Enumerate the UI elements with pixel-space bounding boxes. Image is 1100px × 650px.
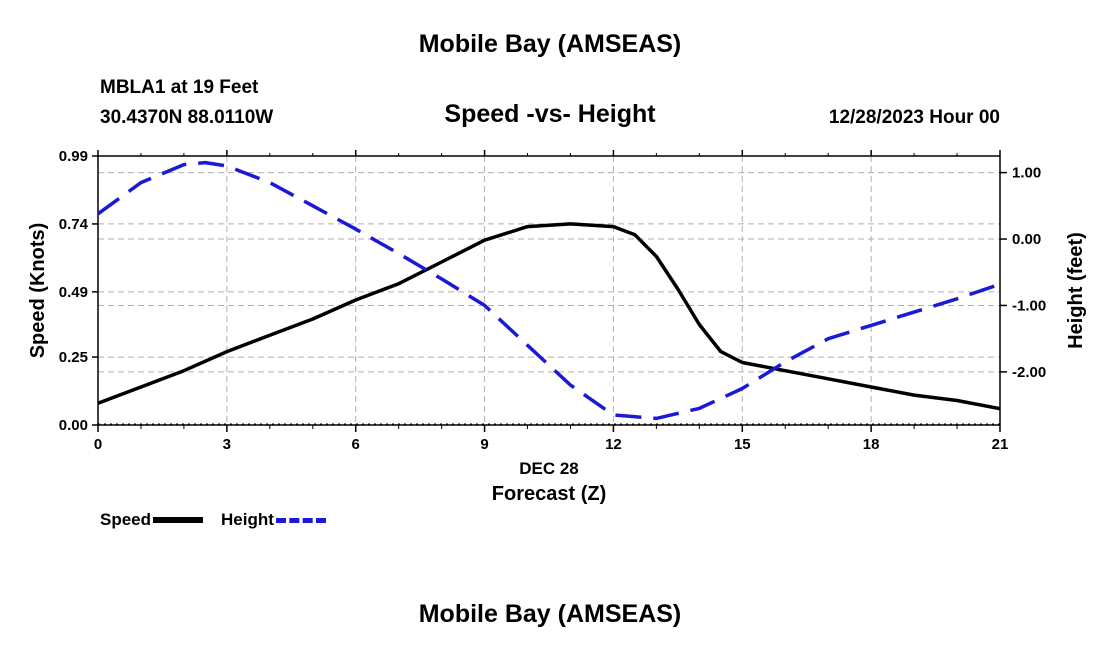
y2-axis-label: Height (feet) bbox=[1065, 232, 1087, 349]
legend-speed-label: Speed bbox=[100, 510, 152, 529]
y2-tick-label: -1.00 bbox=[1012, 297, 1046, 314]
legend-height-label: Height bbox=[221, 510, 274, 529]
x-tick-label: 18 bbox=[863, 436, 880, 453]
x-axis-sublabel: DEC 28 bbox=[519, 459, 579, 478]
y2-tick-label: 0.00 bbox=[1012, 231, 1041, 248]
page-title: Mobile Bay (AMSEAS) bbox=[418, 30, 682, 58]
station-label: MBLA1 at 19 Feet bbox=[100, 77, 259, 98]
x-tick-label: 21 bbox=[992, 436, 1009, 453]
chart-subtitle: Speed -vs- Height bbox=[444, 100, 656, 128]
x-axis-label: Forecast (Z) bbox=[492, 483, 606, 505]
y-tick-label: 0.49 bbox=[59, 284, 88, 301]
legend-speed-swatch bbox=[153, 517, 204, 523]
x-tick-label: 0 bbox=[94, 436, 102, 453]
forecast-datetime: 12/28/2023 Hour 00 bbox=[828, 107, 1000, 128]
y-tick-label: 0.25 bbox=[59, 349, 88, 366]
y-tick-label: 0.99 bbox=[59, 148, 88, 165]
legend: Speed Height bbox=[100, 510, 326, 530]
x-tick-label: 12 bbox=[605, 436, 622, 453]
y2-tick-label: -2.00 bbox=[1012, 364, 1046, 381]
plot-frame bbox=[97, 155, 1001, 426]
x-tick-label: 6 bbox=[352, 436, 360, 453]
x-tick-label: 3 bbox=[223, 436, 231, 453]
y-tick-label: 0.74 bbox=[59, 216, 89, 233]
y-axis-label: Speed (Knots) bbox=[27, 223, 49, 359]
height-series-line bbox=[96, 160, 1001, 421]
x-tick-label: 15 bbox=[734, 436, 751, 453]
page-title-bottom: Mobile Bay (AMSEAS) bbox=[418, 600, 682, 628]
coordinates-label: 30.4370N 88.0110W bbox=[100, 107, 274, 128]
speed-series-line bbox=[97, 222, 1001, 411]
x-tick-label: 9 bbox=[480, 436, 488, 453]
y2-tick-label: 1.00 bbox=[1012, 165, 1041, 182]
legend-height-swatch bbox=[275, 517, 326, 523]
y-tick-label: 0.00 bbox=[59, 417, 88, 434]
